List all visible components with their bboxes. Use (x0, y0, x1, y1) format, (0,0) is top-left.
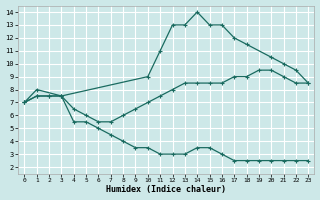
X-axis label: Humidex (Indice chaleur): Humidex (Indice chaleur) (106, 185, 226, 194)
